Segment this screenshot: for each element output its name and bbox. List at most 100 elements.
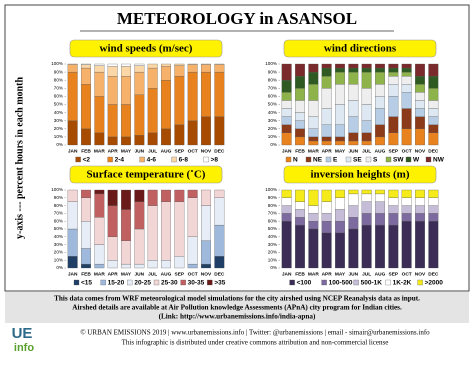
legend-label: SW [393,157,404,164]
bar-segment [67,201,78,230]
bar-segment [94,96,105,134]
bar-segment [121,240,131,265]
legend-label: N [293,157,298,164]
bar-segment [295,224,305,269]
bar-segment [361,140,372,146]
y-tick-label: 30% [54,118,63,123]
bar-segment [281,80,292,93]
bar-segment [415,92,425,101]
bar-segment [335,84,345,105]
bar-segment [134,228,145,265]
bar-segment [295,63,305,77]
bar-segment [401,92,412,109]
footer-line: © URBAN EMISSIONS 2019 | www.urbanemissi… [80,329,430,337]
y-tick-label: 50% [54,226,63,231]
bar-segment [121,76,131,105]
y-tick-label: 80% [268,203,277,208]
bar-segment [295,201,305,210]
legend-swatch [153,279,160,286]
bar-segment [388,63,399,69]
bar-segment [415,84,425,93]
bar-segment [281,116,292,125]
bar-segment [375,108,385,125]
y-tick-label: 30% [54,242,63,247]
bar-segment [134,189,145,202]
bar-segment [107,76,118,105]
bar-segment [388,197,399,206]
y-tick-label: 50% [54,102,63,107]
legend-label: 2-4 [115,157,125,164]
bar-segment [161,260,171,269]
bar-segment [335,104,345,125]
x-tick-label: NOV [415,148,426,154]
bar-segment [94,63,105,66]
bar-segment [348,116,359,134]
legend-label: >8 [211,157,219,164]
bar-segment [134,94,145,136]
legend-swatch [425,156,432,163]
bar-segment [214,256,225,269]
bar-segment [281,221,292,269]
bar-segment [295,209,305,218]
bar-segment [295,136,305,146]
bar-segment [308,136,319,142]
bar-segment [375,193,385,202]
bar-segment [361,71,372,89]
y-tick-label: 70% [268,211,277,216]
legend-label: E [333,157,338,164]
bar-segment [388,224,399,269]
bar-segment [214,64,225,73]
y-tick-label: 20% [268,126,277,131]
legend-label: 100-500 [329,280,353,287]
y-tick-label: 100% [51,61,63,66]
bar-segment [121,209,131,241]
bar-segment [375,224,385,269]
y-tick-label: 30% [268,242,277,247]
y-tick-label: 90% [54,69,63,74]
bar-segment [67,71,78,121]
bar-segment [67,120,78,146]
x-tick-label: NOV [201,148,212,154]
bar-segment [107,236,118,261]
x-tick-label: FEB [295,148,305,154]
y-tick-label: 60% [268,94,277,99]
bar-segment [308,116,319,129]
bar-segment [81,63,91,65]
bar-segment [401,205,412,214]
bar-segment [348,205,359,218]
bar-segment [348,84,359,101]
bar-segment [415,100,425,109]
bar-segment [81,189,91,198]
y-tick-label: 80% [54,203,63,208]
legend-label: W [413,157,420,164]
legend-label: 6-8 [179,157,189,164]
y-tick-label: 40% [268,110,277,115]
bar-segment [375,96,385,109]
bar-segment [281,63,292,81]
bar-segment [348,217,359,230]
bar-segment [388,96,399,117]
bar-segment [335,124,345,138]
bar-segment [281,189,292,198]
legend-swatch [139,156,145,163]
logo-bottom: info [14,342,34,354]
legend-swatch [321,279,327,286]
bar-segment [201,64,211,73]
x-tick-label: JUN [349,148,359,154]
legend-swatch [417,279,423,286]
bar-segment [375,71,385,85]
legend-label: SE [353,157,362,164]
bar-segment [401,197,412,206]
x-tick-label: JAN [282,271,292,277]
x-tick-label: MAR [308,148,319,154]
bar-segment [415,189,425,198]
bar-segment [67,256,78,269]
bar-segment [348,140,359,146]
panel-title-box [283,165,437,184]
bar-segment [81,128,91,146]
legend-label: >35 [214,280,225,287]
x-tick-label: OCT [188,148,198,154]
y-tick-label: 0% [270,142,277,147]
bar-segment [361,201,372,214]
bar-segment [107,66,118,77]
